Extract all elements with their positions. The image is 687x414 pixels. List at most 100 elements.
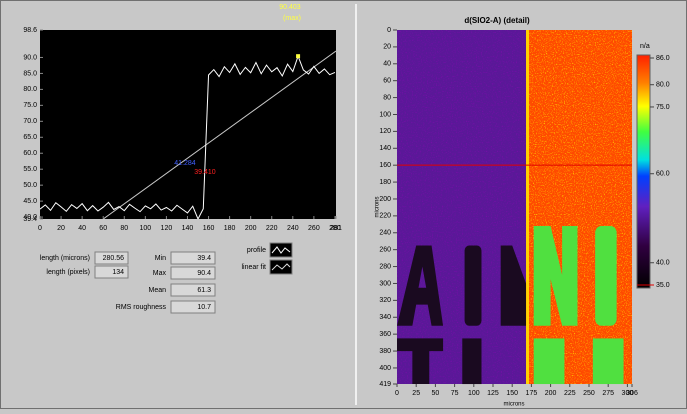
y-tick-label: 40.0 bbox=[23, 214, 37, 221]
y-tick-label: 20 bbox=[383, 44, 391, 51]
colorbar-label: 35.0 bbox=[656, 282, 670, 289]
x-tick-label: 40 bbox=[78, 225, 86, 232]
y-tick-label: 419 bbox=[379, 381, 391, 388]
colorbar-label: 80.0 bbox=[656, 82, 670, 89]
stat-box bbox=[170, 300, 216, 314]
heatmap bbox=[397, 30, 632, 385]
x-tick-label: 240 bbox=[287, 225, 299, 232]
x-tick-label: 306 bbox=[626, 390, 638, 397]
stat-box bbox=[170, 251, 216, 265]
x-tick-label: 260 bbox=[308, 225, 320, 232]
features bbox=[397, 226, 624, 385]
x-tick-label: 220 bbox=[266, 225, 278, 232]
colorbar-label: 75.0 bbox=[656, 104, 670, 111]
x-axis-title: microns bbox=[503, 402, 524, 408]
y-tick-label: 160 bbox=[379, 162, 391, 169]
y-tick-label: 260 bbox=[379, 247, 391, 254]
plot-layer bbox=[40, 50, 336, 219]
stat-value: 10.7 bbox=[197, 304, 211, 311]
legend-label: linear fit bbox=[241, 264, 266, 271]
y-tick-label: 380 bbox=[379, 348, 391, 355]
x-tick-label: 275 bbox=[602, 390, 614, 397]
y-tick-label: 75.0 bbox=[23, 102, 37, 109]
y-tick-label: 80 bbox=[383, 94, 391, 101]
y-tick-label: 60.0 bbox=[23, 150, 37, 157]
y-tick-label: 98.6 bbox=[23, 27, 37, 34]
stat-value: 39.4 bbox=[197, 255, 211, 262]
y-tick-label: 100 bbox=[379, 111, 391, 118]
x-tick-label: 125 bbox=[487, 390, 499, 397]
noise bbox=[527, 30, 632, 384]
legend-swatch bbox=[269, 242, 293, 258]
y-tick-label: 280 bbox=[379, 263, 391, 270]
stat-value: 280.56 bbox=[103, 255, 125, 262]
x-tick-label: 180 bbox=[224, 225, 236, 232]
cursor-b-label: 39.410 bbox=[194, 169, 216, 176]
x-tick-label: 75 bbox=[451, 390, 459, 397]
linear-fit bbox=[102, 50, 336, 219]
y-tick-label: 220 bbox=[379, 213, 391, 220]
edge bbox=[526, 30, 529, 384]
stat-value: 61.3 bbox=[197, 287, 211, 294]
y-tick-label: 40 bbox=[383, 61, 391, 68]
stat-box bbox=[170, 283, 216, 297]
y-tick-label: 200 bbox=[379, 196, 391, 203]
colorbar-label: 86.0 bbox=[656, 55, 670, 62]
y-axis-title: microns bbox=[375, 196, 381, 217]
y-tick-label: 340 bbox=[379, 314, 391, 321]
x-tick-label: 80 bbox=[120, 225, 128, 232]
y-tick-label: 0 bbox=[387, 27, 391, 34]
y-tick-label: 180 bbox=[379, 179, 391, 186]
y-tick-label: 360 bbox=[379, 331, 391, 338]
y-tick-label: 45.0 bbox=[23, 198, 37, 205]
y-tick-label: 85.0 bbox=[23, 70, 37, 77]
y-tick-label: 140 bbox=[379, 145, 391, 152]
noise bbox=[397, 30, 527, 384]
stat-label: length (microns) bbox=[40, 255, 90, 262]
x-tick-label: 25 bbox=[412, 390, 420, 397]
y-tick-label: 120 bbox=[379, 128, 391, 135]
y-tick-label: 70.0 bbox=[23, 118, 37, 125]
x-tick-label: 20 bbox=[57, 225, 65, 232]
max-annotation: 90.403 bbox=[279, 4, 301, 11]
x-tick-label: 120 bbox=[161, 225, 173, 232]
y-tick-label: 80.0 bbox=[23, 86, 37, 93]
y-tick-label: 240 bbox=[379, 230, 391, 237]
legend-line bbox=[271, 246, 291, 254]
stat-box bbox=[94, 251, 129, 265]
stat-label: RMS roughness bbox=[116, 304, 167, 311]
max-marker bbox=[296, 54, 301, 59]
x-tick-label: 0 bbox=[38, 225, 42, 232]
stat-value: 90.4 bbox=[197, 270, 211, 277]
colorbar-label: 40.0 bbox=[656, 260, 670, 267]
y-tick-label: 320 bbox=[379, 297, 391, 304]
plot-area bbox=[40, 30, 336, 219]
colorbar bbox=[636, 54, 651, 289]
stat-value: 134 bbox=[112, 269, 124, 276]
stat-label: Max bbox=[153, 270, 167, 277]
x-tick-label: 150 bbox=[506, 390, 518, 397]
colorbar-label: 60.0 bbox=[656, 171, 670, 178]
x-tick-label: 0 bbox=[395, 390, 399, 397]
y-tick-label: 55.0 bbox=[23, 166, 37, 173]
y-tick-label: 90.0 bbox=[23, 54, 37, 61]
legend-swatch bbox=[269, 259, 293, 275]
image-title: d(SIO2-A) (detail) bbox=[464, 16, 530, 25]
x-tick-label: 140 bbox=[182, 225, 194, 232]
y-tick-label: 60 bbox=[383, 78, 391, 85]
y-tick-label: 39.4 bbox=[23, 216, 37, 223]
x-tick-label: 60 bbox=[99, 225, 107, 232]
stat-label: length (pixels) bbox=[46, 269, 90, 276]
x-tick-label: 225 bbox=[564, 390, 576, 397]
y-tick-label: 300 bbox=[379, 280, 391, 287]
stat-label: Min bbox=[155, 255, 166, 262]
x-tick-label: 175 bbox=[526, 390, 538, 397]
y-tick-label: 50.0 bbox=[23, 182, 37, 189]
legend-label: profile bbox=[247, 247, 266, 254]
x-tick-label: 50 bbox=[432, 390, 440, 397]
y-tick-label: 400 bbox=[379, 365, 391, 372]
max-annotation-label: (max) bbox=[283, 15, 301, 22]
x-tick-label: 300 bbox=[622, 390, 634, 397]
